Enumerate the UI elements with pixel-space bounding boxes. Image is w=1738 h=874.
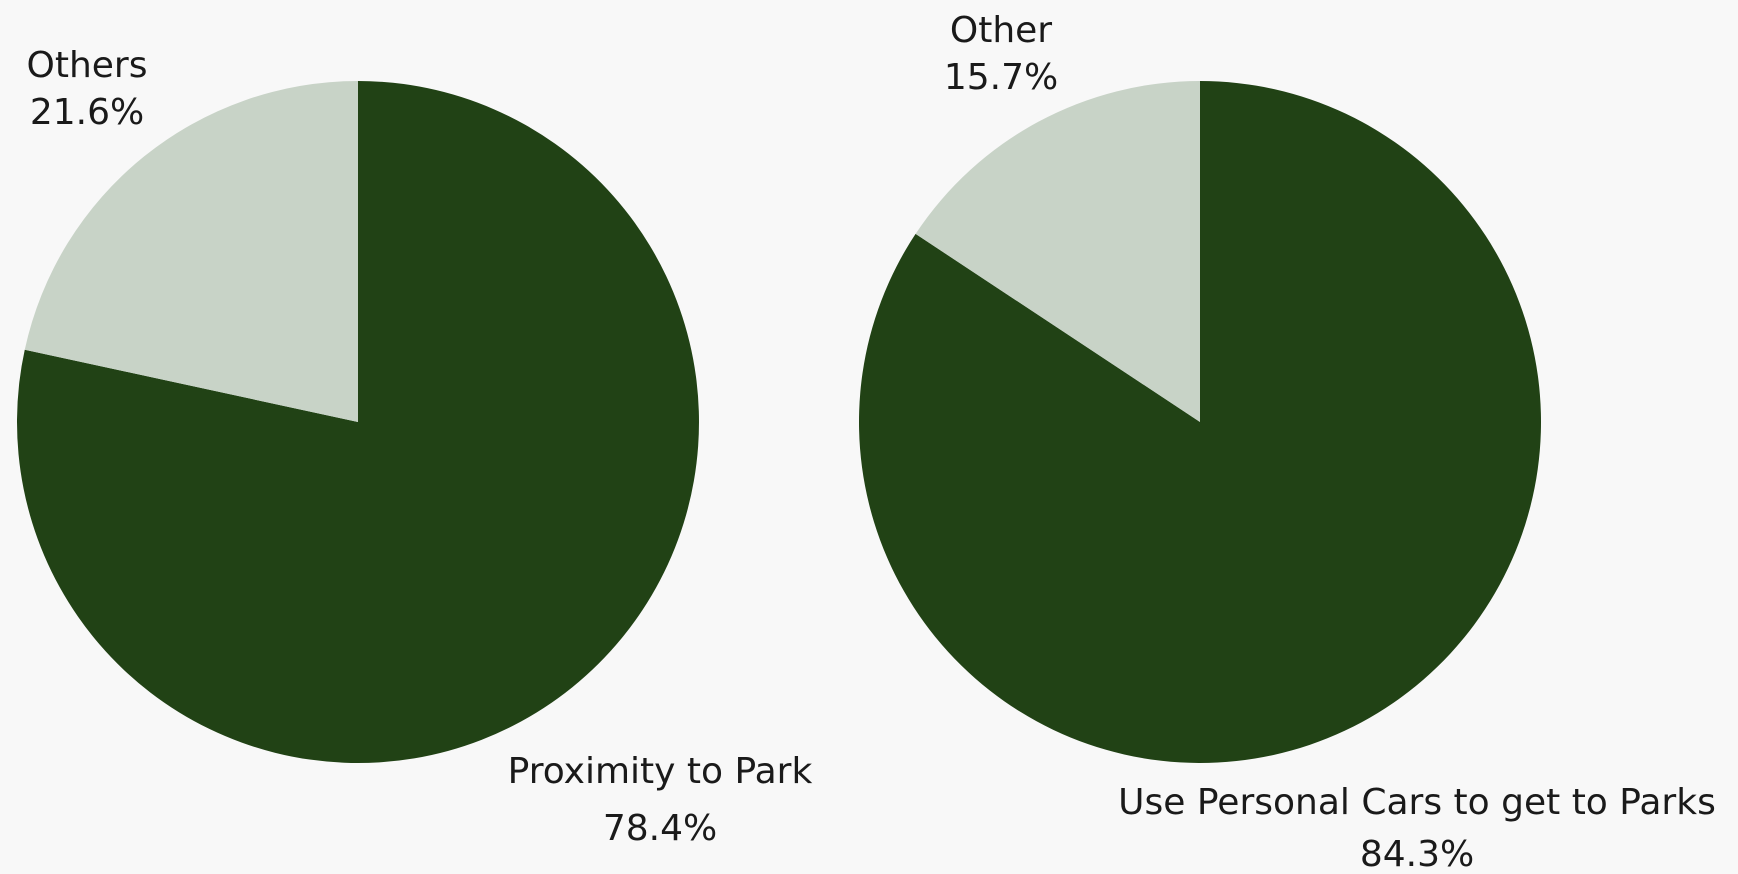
label-proximity-name: Proximity to Park [508, 751, 813, 792]
slice-use-personal-cars [859, 81, 1542, 763]
label-proximity-value: 78.4% [603, 808, 717, 849]
slice-proximity-to-park [16, 81, 699, 763]
label-other-name: Other [950, 10, 1052, 51]
pie-chart-proximity: Others 21.6% Proximity to Park 78.4% [16, 45, 813, 849]
slice-other [915, 81, 1200, 422]
label-others-name: Others [27, 45, 148, 86]
slice-others [24, 81, 358, 422]
label-others-value: 21.6% [30, 92, 144, 133]
label-personal-cars-value: 84.3% [1360, 834, 1474, 874]
label-personal-cars-name: Use Personal Cars to get to Parks [1118, 782, 1716, 823]
label-other-value: 15.7% [944, 57, 1058, 98]
pie-chart-transport: Other 15.7% Use Personal Cars to get to … [859, 10, 1716, 874]
